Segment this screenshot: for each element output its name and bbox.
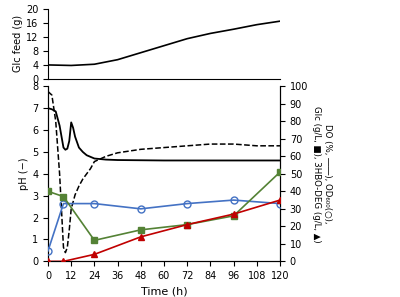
Y-axis label: Glc feed (g): Glc feed (g) (13, 15, 23, 72)
Y-axis label: pH (−): pH (−) (19, 158, 29, 190)
X-axis label: Time (h): Time (h) (141, 287, 187, 297)
Y-axis label: DO (%, ――), OD₆₀₀(○),
Glc (g/L, ■), 3HBO-DEG (g/L, ▲): DO (%, ――), OD₆₀₀(○), Glc (g/L, ■), 3HBO… (312, 105, 332, 242)
